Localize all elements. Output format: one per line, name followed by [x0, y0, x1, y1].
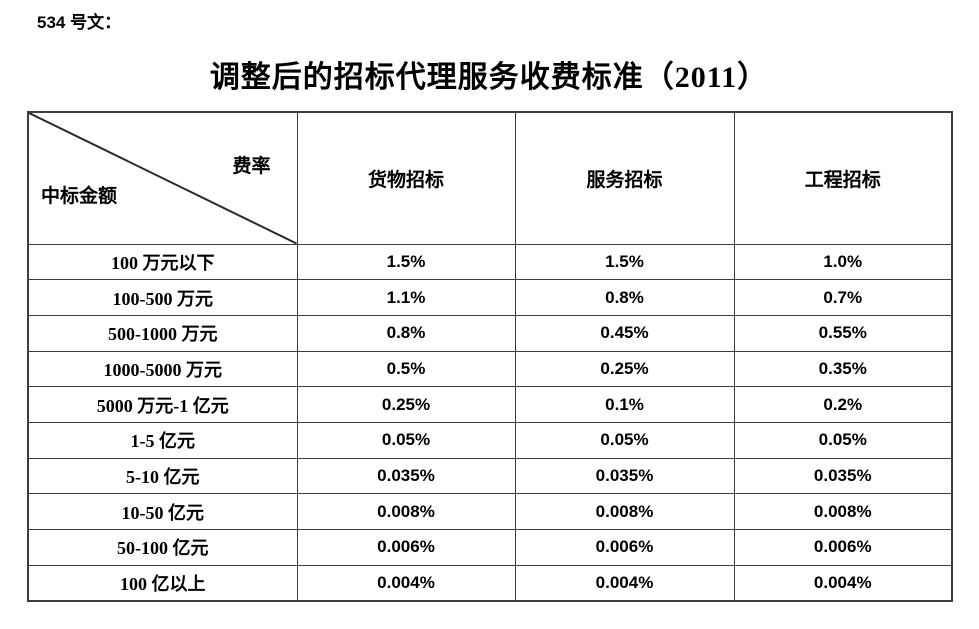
- rate-cell: 0.8%: [514, 279, 735, 316]
- rate-cell: 0.25%: [296, 386, 516, 423]
- table-row: 5000 万元-1 亿元 0.25% 0.1% 0.2%: [27, 386, 953, 423]
- rate-cell: 0.008%: [296, 493, 516, 530]
- table-row: 100 万元以下 1.5% 1.5% 1.0%: [27, 243, 953, 281]
- rate-cell: 0.25%: [514, 350, 735, 388]
- rate-cell: 1.0%: [733, 243, 953, 281]
- rate-cell: 0.05%: [296, 421, 516, 459]
- table-row: 100 亿以上 0.004% 0.004% 0.004%: [27, 564, 953, 602]
- rate-cell: 0.035%: [296, 457, 516, 495]
- rate-cell: 0.1%: [514, 386, 735, 423]
- column-header-0: 货物招标: [296, 111, 516, 245]
- rate-cell: 0.035%: [514, 457, 735, 495]
- rate-cell: 0.2%: [733, 386, 953, 423]
- rate-cell: 0.05%: [514, 421, 735, 459]
- table-row: 5-10 亿元 0.035% 0.035% 0.035%: [27, 457, 953, 495]
- row-label: 100 万元以下: [27, 243, 298, 281]
- rate-cell: 0.55%: [733, 314, 953, 352]
- rate-cell: 0.008%: [733, 493, 953, 530]
- table-row: 1-5 亿元 0.05% 0.05% 0.05%: [27, 421, 953, 459]
- column-header-2: 工程招标: [733, 111, 953, 245]
- table-row: 50-100 亿元 0.006% 0.006% 0.006%: [27, 529, 953, 566]
- rate-cell: 1.5%: [296, 243, 516, 281]
- row-label: 100-500 万元: [27, 279, 298, 316]
- rate-cell: 0.45%: [514, 314, 735, 352]
- table-row: 10-50 亿元 0.008% 0.008% 0.008%: [27, 493, 953, 530]
- row-label: 1000-5000 万元: [27, 350, 298, 388]
- corner-label-bid-amount: 中标金额: [41, 186, 118, 207]
- row-label: 5000 万元-1 亿元: [27, 386, 298, 423]
- column-header-1: 服务招标: [514, 111, 735, 245]
- rate-cell: 0.006%: [514, 529, 735, 566]
- row-label: 10-50 亿元: [27, 493, 298, 530]
- table-row: 1000-5000 万元 0.5% 0.25% 0.35%: [27, 350, 953, 388]
- rate-cell: 0.7%: [733, 279, 953, 316]
- rate-cell: 0.004%: [296, 564, 516, 602]
- rate-cell: 0.006%: [733, 529, 953, 566]
- row-label: 5-10 亿元: [27, 457, 298, 495]
- diagonal-divider-line: [29, 113, 297, 244]
- page-title: 调整后的招标代理服务收费标准（2011）: [209, 61, 769, 94]
- rate-cell: 0.004%: [514, 564, 735, 602]
- row-label: 50-100 亿元: [27, 529, 298, 566]
- table-header-row: 费率 中标金额 货物招标 服务招标 工程招标: [27, 111, 953, 245]
- row-label: 1-5 亿元: [27, 421, 298, 459]
- corner-label-fee-rate: 费率: [232, 156, 271, 177]
- fee-rate-table: 费率 中标金额 货物招标 服务招标 工程招标 100 万元以下 1.5% 1.5% 1.0…: [27, 111, 953, 602]
- rate-cell: 0.004%: [733, 564, 953, 602]
- row-label: 100 亿以上: [27, 564, 298, 602]
- doc-number-label: 534 号文：: [37, 13, 122, 32]
- rate-cell: 0.006%: [296, 529, 516, 566]
- rate-cell: 0.05%: [733, 421, 953, 459]
- rate-cell: 0.35%: [733, 350, 953, 388]
- rate-cell: 0.008%: [514, 493, 735, 530]
- rate-cell: 0.035%: [733, 457, 953, 495]
- diagonal-header-cell: 费率 中标金额: [27, 111, 298, 245]
- table-row: 500-1000 万元 0.8% 0.45% 0.55%: [27, 314, 953, 352]
- row-label: 500-1000 万元: [27, 314, 298, 352]
- rate-cell: 1.5%: [514, 243, 735, 281]
- table-row: 100-500 万元 1.1% 0.8% 0.7%: [27, 279, 953, 316]
- rate-cell: 0.8%: [296, 314, 516, 352]
- rate-cell: 0.5%: [296, 350, 516, 388]
- rate-cell: 1.1%: [296, 279, 516, 316]
